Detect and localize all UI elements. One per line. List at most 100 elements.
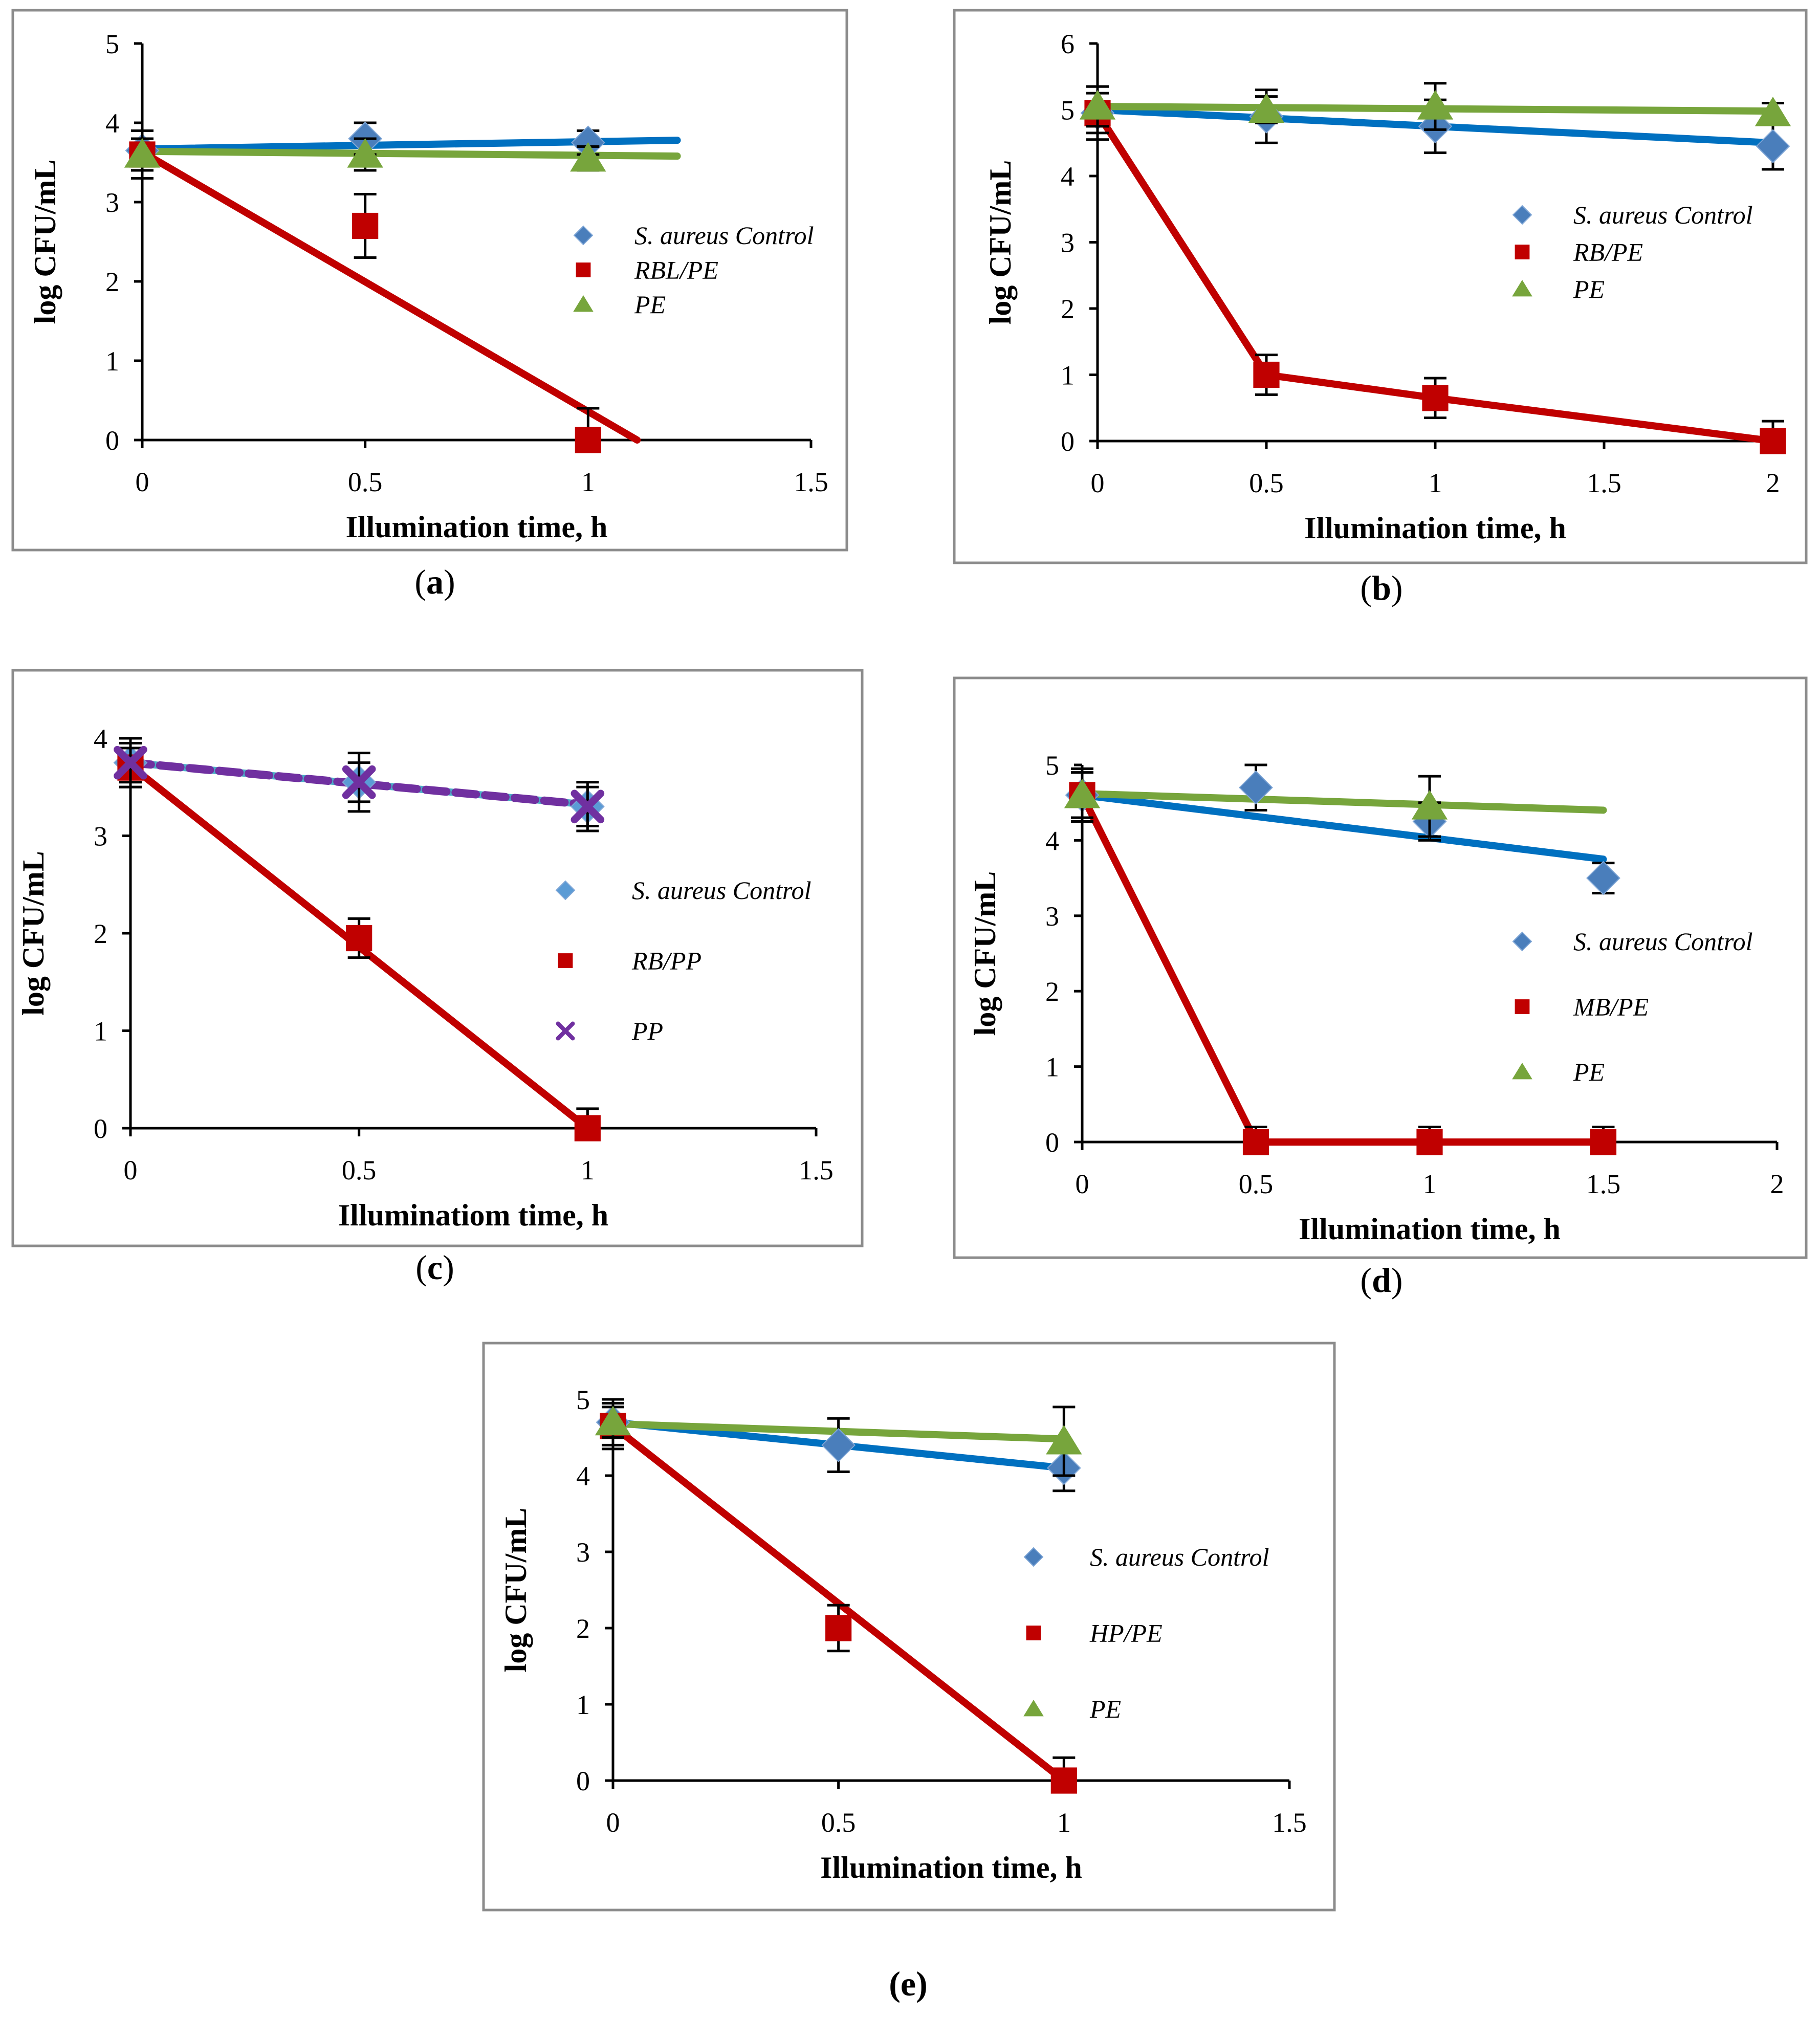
y-tick-label: 5 xyxy=(1061,95,1075,126)
legend-marker-diamond xyxy=(1512,931,1532,952)
x-tick-label: 0 xyxy=(124,1155,138,1186)
y-tick-label: 0 xyxy=(1061,426,1075,457)
data-point-triangle xyxy=(1411,790,1448,820)
legend-marker-triangle xyxy=(1512,1063,1532,1080)
legend-label: S. aureus Control xyxy=(634,221,814,250)
x-axis-label: Illumination time, h xyxy=(346,510,608,544)
legend-marker-triangle xyxy=(1023,1700,1044,1717)
x-tick-label: 1 xyxy=(1429,468,1442,498)
data-point-square xyxy=(1760,428,1786,454)
legend-label: S. aureus Control xyxy=(1573,927,1753,956)
x-axis-label: Illumination time, h xyxy=(1304,511,1566,545)
data-point-square xyxy=(1242,1129,1269,1155)
legend-label: PE xyxy=(1089,1695,1121,1723)
legend-marker-square xyxy=(576,262,591,277)
y-tick-label: 5 xyxy=(105,29,119,59)
legend-marker-diamond xyxy=(573,225,594,246)
x-tick-label: 1 xyxy=(581,1155,595,1186)
legend-label: RB/PE xyxy=(1573,238,1643,267)
legend-marker-triangle xyxy=(1512,280,1532,297)
y-tick-label: 0 xyxy=(576,1766,590,1796)
chart-c: 0 0.5 1 1.5 0 1 2 3 4 Illuminatiom time, h log CFU… xyxy=(11,669,864,1287)
y-tick-label: 2 xyxy=(1045,976,1059,1007)
data-point-triangle xyxy=(595,1406,631,1436)
x-axis-label: Illumination time, h xyxy=(820,1851,1082,1884)
x-tick-label: 1.5 xyxy=(1272,1807,1307,1838)
data-point-square xyxy=(1422,385,1449,411)
data-point-cross xyxy=(342,765,376,799)
y-tick-label: 0 xyxy=(105,425,119,456)
x-tick-label: 0 xyxy=(1076,1169,1089,1199)
data-point-triangle xyxy=(1064,778,1101,808)
x-tick-label: 0.5 xyxy=(1239,1169,1274,1199)
data-point-diamond xyxy=(1586,861,1620,895)
y-tick-label: 1 xyxy=(576,1689,590,1720)
trend-line-0 xyxy=(1079,791,1607,863)
legend-label: S. aureus Control xyxy=(1090,1543,1269,1571)
x-tick-label: 1.5 xyxy=(799,1155,834,1186)
y-tick-label: 3 xyxy=(1061,228,1075,258)
x-axis-label: Illuminatiom time, h xyxy=(338,1198,608,1232)
y-tick-label: 3 xyxy=(105,187,119,218)
legend-marker-square xyxy=(1515,999,1530,1014)
x-tick-label: 1 xyxy=(1423,1169,1437,1199)
legend-marker-cross xyxy=(556,1021,575,1041)
y-tick-label: 4 xyxy=(1045,825,1059,856)
y-tick-label: 5 xyxy=(1045,750,1059,781)
x-tick-label: 1 xyxy=(581,467,595,497)
y-tick-label: 5 xyxy=(576,1385,590,1415)
y-tick-label: 0 xyxy=(94,1113,107,1144)
data-point-square xyxy=(1416,1129,1443,1155)
data-point-cross xyxy=(571,789,605,824)
y-tick-label: 2 xyxy=(576,1613,590,1644)
panel-caption: (a) xyxy=(414,562,455,601)
y-tick-label: 3 xyxy=(576,1537,590,1568)
y-tick-label: 4 xyxy=(576,1461,590,1491)
x-tick-label: 0 xyxy=(136,467,149,497)
data-point-triangle xyxy=(1046,1424,1082,1455)
y-tick-label: 6 xyxy=(1061,29,1075,59)
data-point-square xyxy=(1050,1767,1077,1794)
y-axis-label: log CFU/mL xyxy=(983,160,1017,325)
legend-marker-diamond xyxy=(1512,205,1532,225)
y-axis-label: log CFU/mL xyxy=(28,160,62,324)
y-tick-label: 1 xyxy=(94,1016,107,1047)
x-tick-label: 0 xyxy=(1091,468,1105,498)
data-point-square xyxy=(825,1615,852,1641)
data-point-square xyxy=(1590,1129,1617,1155)
legend-label: PE xyxy=(1573,275,1605,303)
y-tick-label: 1 xyxy=(1061,360,1075,391)
panel-caption: (e) xyxy=(889,1964,928,2003)
legend-label: PP xyxy=(631,1017,663,1045)
x-tick-label: 1 xyxy=(1057,1807,1071,1838)
chart-frame xyxy=(953,676,1808,1259)
chart-e: 0 0.5 1 1.5 0 1 2 3 4 5 Illumination time, h log CF… xyxy=(482,1342,1336,2003)
legend-marker-diamond xyxy=(1023,1547,1044,1567)
y-tick-label: 2 xyxy=(1061,294,1075,324)
trend-line-1 xyxy=(609,1422,1068,1784)
legend-label: PE xyxy=(1573,1058,1605,1086)
x-tick-label: 0 xyxy=(606,1807,620,1838)
x-tick-label: 1.5 xyxy=(1587,468,1621,498)
data-point-diamond xyxy=(1239,770,1273,805)
data-point-triangle xyxy=(347,138,383,168)
legend-label: MB/PE xyxy=(1573,993,1649,1021)
y-tick-label: 1 xyxy=(1045,1052,1059,1083)
x-tick-label: 1.5 xyxy=(794,467,828,497)
trend-line-2 xyxy=(1079,790,1607,814)
y-tick-label: 3 xyxy=(1045,901,1059,932)
data-point-triangle xyxy=(1417,90,1454,120)
data-point-cross xyxy=(114,745,147,780)
legend-marker-square xyxy=(558,953,573,968)
data-point-diamond xyxy=(1756,129,1790,164)
x-tick-label: 0.5 xyxy=(348,467,383,497)
legend-label: PE xyxy=(634,290,666,319)
legend-label: RBL/PE xyxy=(634,256,718,284)
trend-line-1 xyxy=(1094,109,1777,445)
data-point-triangle xyxy=(1755,96,1791,126)
chart-frame xyxy=(11,9,848,552)
x-tick-label: 0.5 xyxy=(342,1155,377,1186)
chart-d: 0 0.5 1 1.5 2 0 1 2 3 4 5 Illumination time, h log C… xyxy=(953,676,1808,1300)
data-point-triangle xyxy=(1079,90,1116,120)
